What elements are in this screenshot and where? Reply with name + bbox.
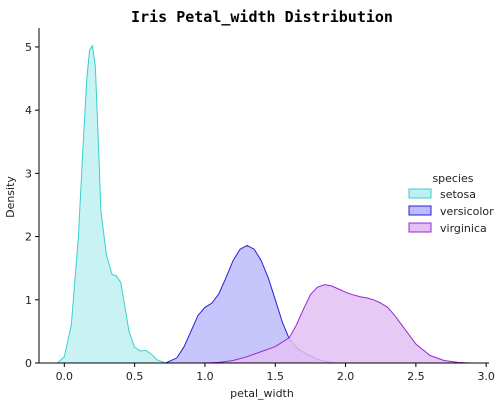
x-tick-label: 0.5 bbox=[126, 370, 144, 383]
density-line-setosa bbox=[56, 44, 166, 364]
legend-label-versicolor: versicolor bbox=[440, 205, 494, 218]
legend: species setosa versicolor virginica bbox=[408, 172, 494, 235]
x-tick-label: 2.0 bbox=[337, 370, 355, 383]
legend-swatch-setosa bbox=[408, 188, 432, 199]
density-area-setosa bbox=[57, 45, 166, 363]
y-axis-ticks: 0 1 2 3 4 5 bbox=[25, 41, 39, 370]
legend-label-virginica: virginica bbox=[440, 222, 487, 235]
plot-area bbox=[56, 44, 470, 364]
y-tick-label: 4 bbox=[25, 104, 32, 117]
x-tick-label: 2.5 bbox=[407, 370, 425, 383]
x-tick-label: 3.0 bbox=[477, 370, 495, 383]
x-tick-label: 1.0 bbox=[196, 370, 214, 383]
y-axis-label: Density bbox=[4, 176, 17, 218]
legend-title: species bbox=[432, 172, 473, 185]
y-tick-label: 0 bbox=[25, 357, 32, 370]
density-area-virginica bbox=[204, 284, 470, 363]
y-tick-label: 1 bbox=[25, 294, 32, 307]
legend-swatch-virginica bbox=[408, 222, 432, 233]
density-area-versicolor bbox=[165, 245, 346, 363]
y-tick-label: 2 bbox=[25, 231, 32, 244]
legend-swatch-versicolor bbox=[408, 205, 432, 216]
density-line-virginica bbox=[204, 284, 470, 364]
y-tick-label: 5 bbox=[25, 41, 32, 54]
y-tick-label: 3 bbox=[25, 167, 32, 180]
chart-title: Iris Petal_width Distribution bbox=[131, 8, 393, 26]
x-axis-label: petal_width bbox=[230, 387, 294, 400]
legend-label-setosa: setosa bbox=[440, 188, 476, 201]
x-tick-label: 0.0 bbox=[56, 370, 74, 383]
x-tick-label: 1.5 bbox=[267, 370, 285, 383]
x-axis-ticks: 0.0 0.5 1.0 1.5 2.0 2.5 3.0 bbox=[56, 363, 495, 383]
